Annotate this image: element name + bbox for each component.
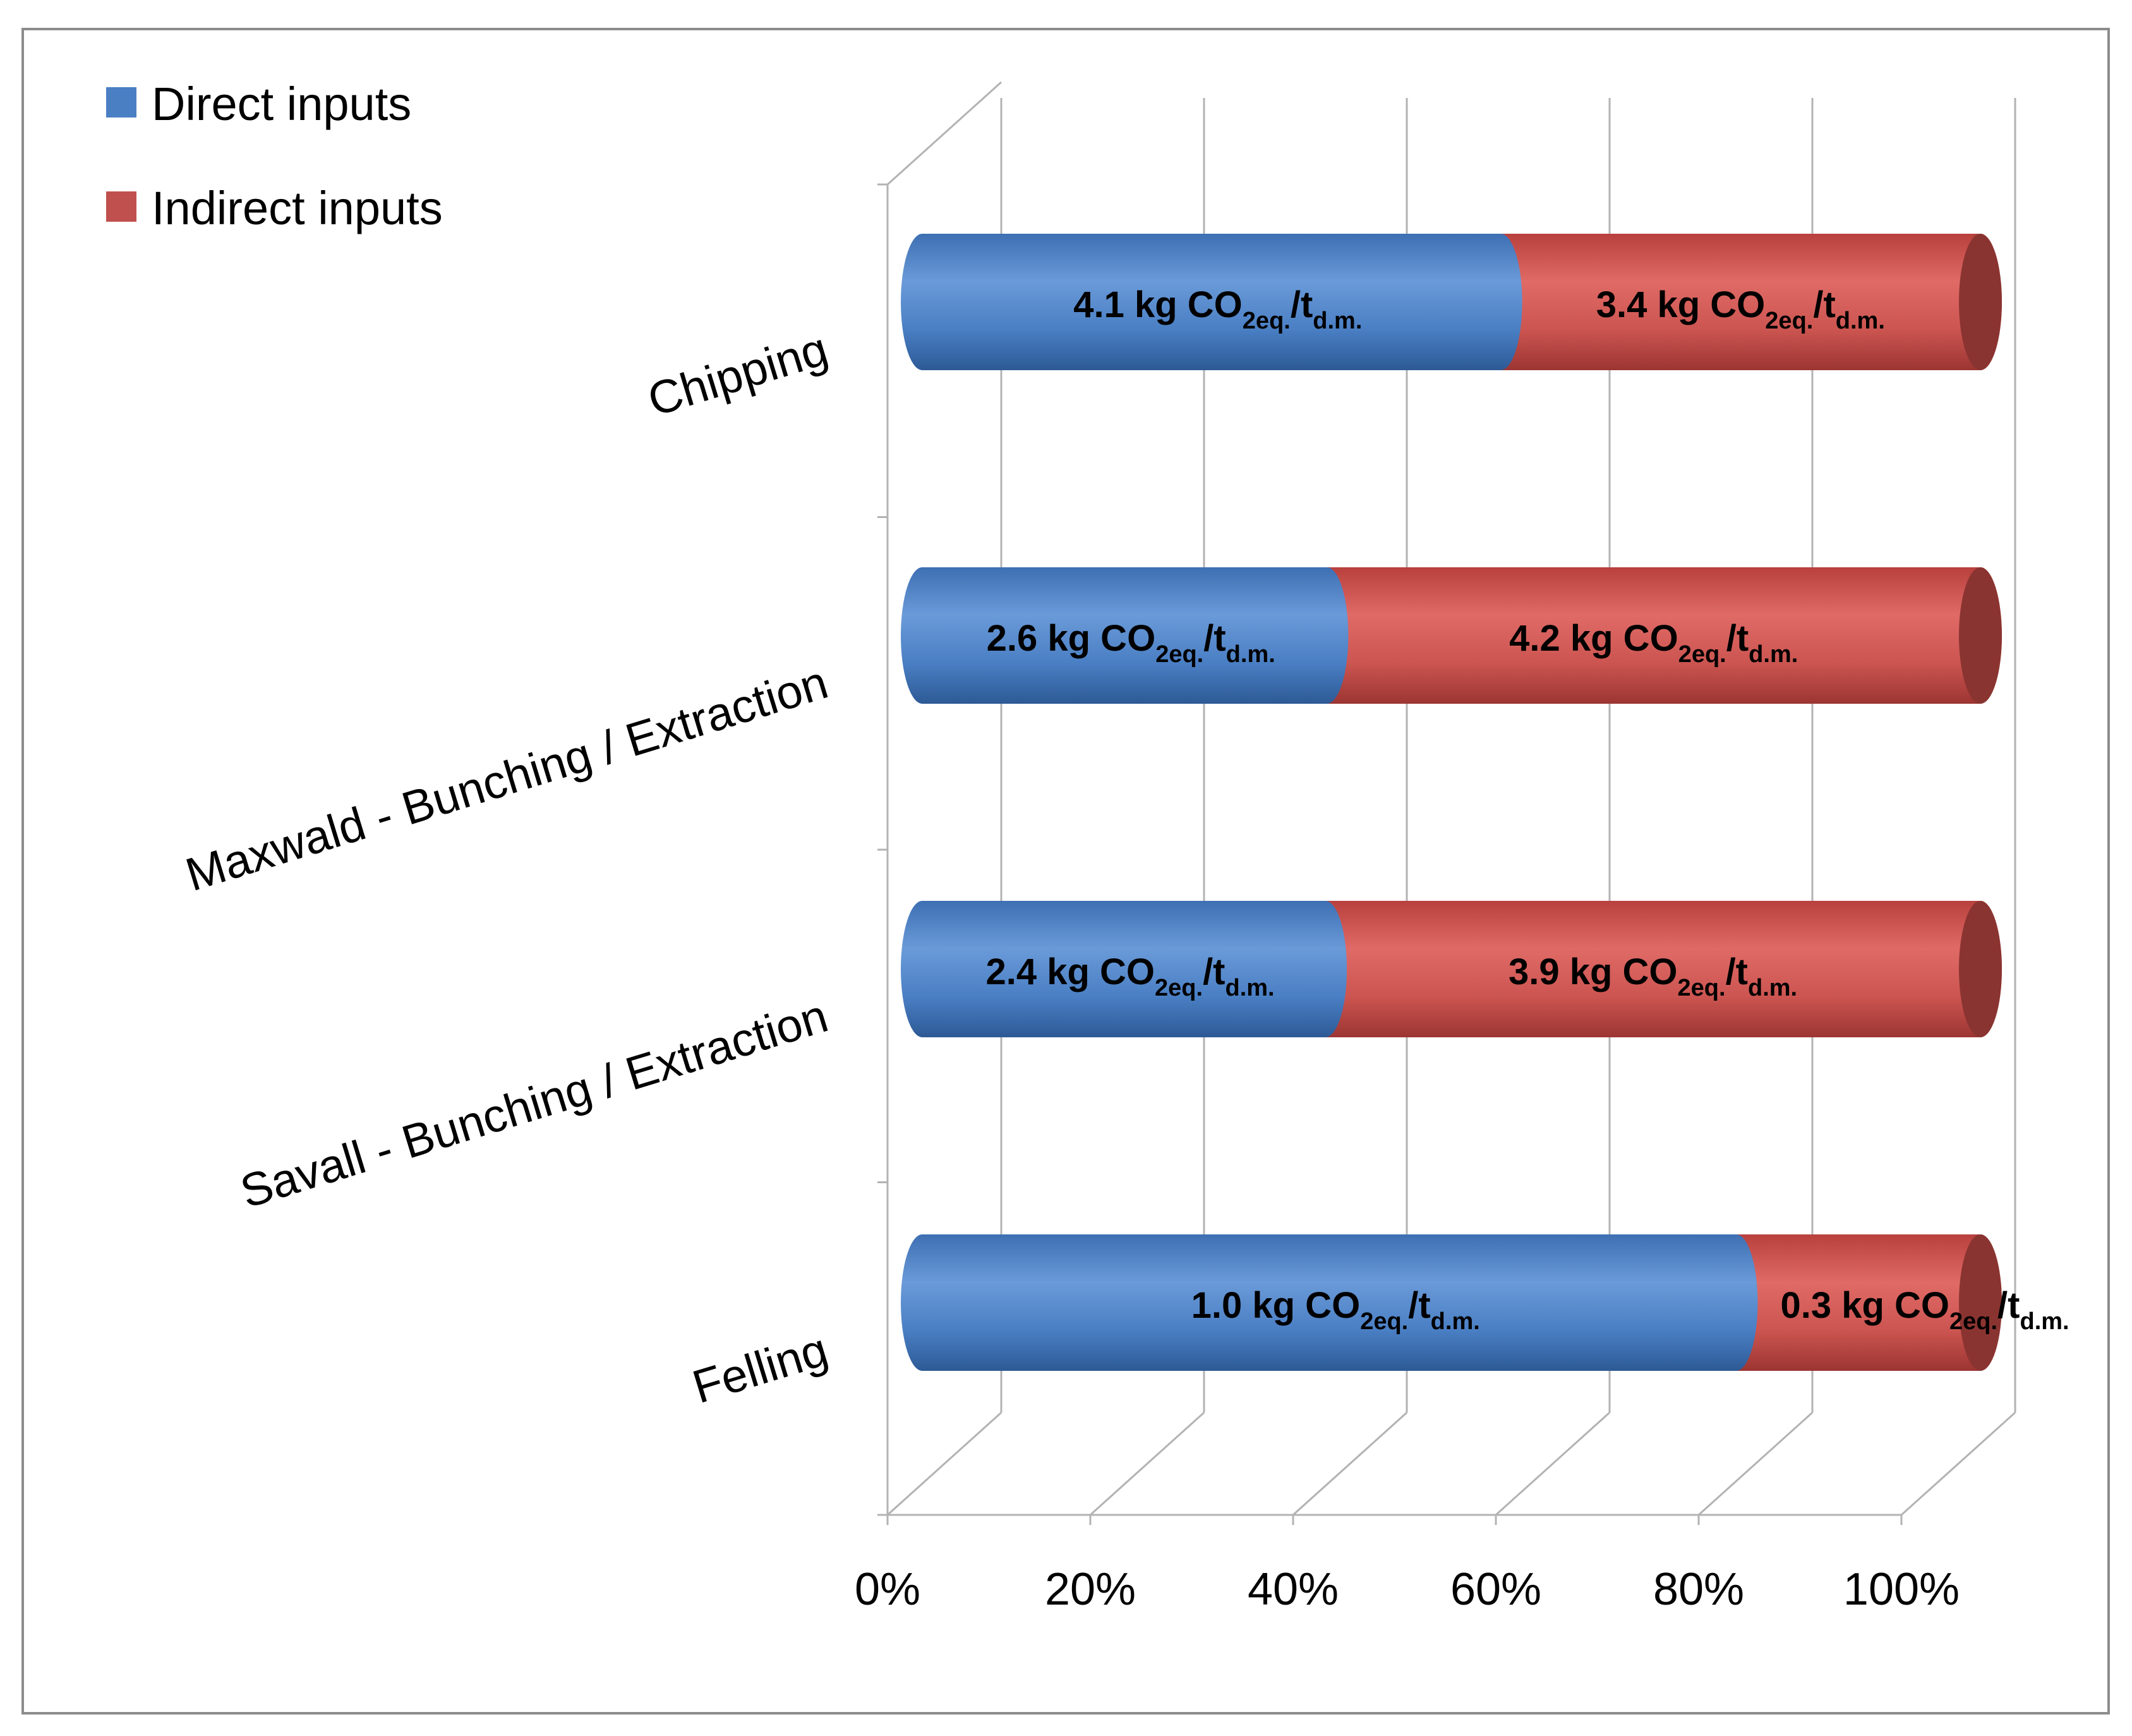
data-label-savall-bunching-extraction-indirect-inputs: 3.9 kg CO2eq./td.m. <box>1509 951 1797 1001</box>
x-tick-label: 60% <box>1450 1564 1541 1615</box>
legend-swatch <box>106 191 136 222</box>
axes <box>877 183 1903 1525</box>
x-tick-label: 0% <box>855 1564 920 1615</box>
data-labels: 4.1 kg CO2eq./td.m. 3.4 kg CO2eq./td.m. 2.… <box>985 284 2069 1335</box>
x-tick-label: 40% <box>1248 1564 1339 1615</box>
bar-end-cap <box>1959 1234 2002 1371</box>
bar-end-cap <box>1959 234 2002 370</box>
floor-gridline <box>1900 1411 2016 1516</box>
data-label-felling-direct-inputs: 1.0 kg CO2eq./td.m. <box>1191 1285 1480 1335</box>
legend-item-indirect-inputs: Indirect inputs <box>106 182 443 234</box>
bar-savall-bunching-extraction-indirect-inputs <box>1304 901 2002 1037</box>
bar-felling-direct-inputs <box>901 1234 1758 1371</box>
floor-gridline <box>1697 1411 1814 1516</box>
bar-maxwald-bunching-extraction-indirect-inputs <box>1305 567 2002 704</box>
x-tick-label: 20% <box>1045 1564 1136 1615</box>
side-wall-top-edge <box>886 81 1003 186</box>
data-label-savall-bunching-extraction-direct-inputs: 2.4 kg CO2eq./td.m. <box>985 951 1274 1001</box>
bar-felling-indirect-inputs <box>1714 1234 2002 1371</box>
bar-end-cap <box>1959 567 2002 704</box>
data-label-chipping-direct-inputs: 4.1 kg CO2eq./td.m. <box>1073 284 1362 334</box>
bar-chipping-indirect-inputs <box>1479 234 2002 370</box>
data-label-chipping-indirect-inputs: 3.4 kg CO2eq./td.m. <box>1596 284 1885 334</box>
bar-savall-bunching-extraction-direct-inputs <box>901 901 1347 1037</box>
legend-label: Direct inputs <box>152 78 411 130</box>
bar-chipping-direct-inputs <box>901 234 1522 370</box>
legend: Direct inputs Indirect inputs <box>106 78 443 234</box>
data-label-maxwald-bunching-extraction-indirect-inputs: 4.2 kg CO2eq./td.m. <box>1509 618 1798 668</box>
bar-end-cap <box>1959 901 2002 1037</box>
tick-labels: 0% 20% 40% 60% 80% 100% <box>855 1564 1960 1615</box>
data-label-felling-indirect-inputs: 0.3 kg CO2eq./td.m. <box>1780 1285 2069 1335</box>
bar-maxwald-bunching-extraction-direct-inputs <box>901 567 1349 704</box>
legend-swatch <box>106 87 136 118</box>
floor-gridline <box>886 1411 1003 1516</box>
legend-item-direct-inputs: Direct inputs <box>106 78 411 130</box>
legend-label: Indirect inputs <box>152 182 443 234</box>
floor-gridline <box>1292 1411 1408 1516</box>
x-tick-label: 80% <box>1653 1564 1744 1615</box>
floor-gridline <box>1089 1411 1205 1516</box>
bars <box>901 234 2002 1371</box>
data-label-maxwald-bunching-extraction-direct-inputs: 2.6 kg CO2eq./td.m. <box>987 618 1275 668</box>
floor-gridline <box>1495 1411 1611 1516</box>
x-tick-label: 100% <box>1843 1564 1960 1615</box>
